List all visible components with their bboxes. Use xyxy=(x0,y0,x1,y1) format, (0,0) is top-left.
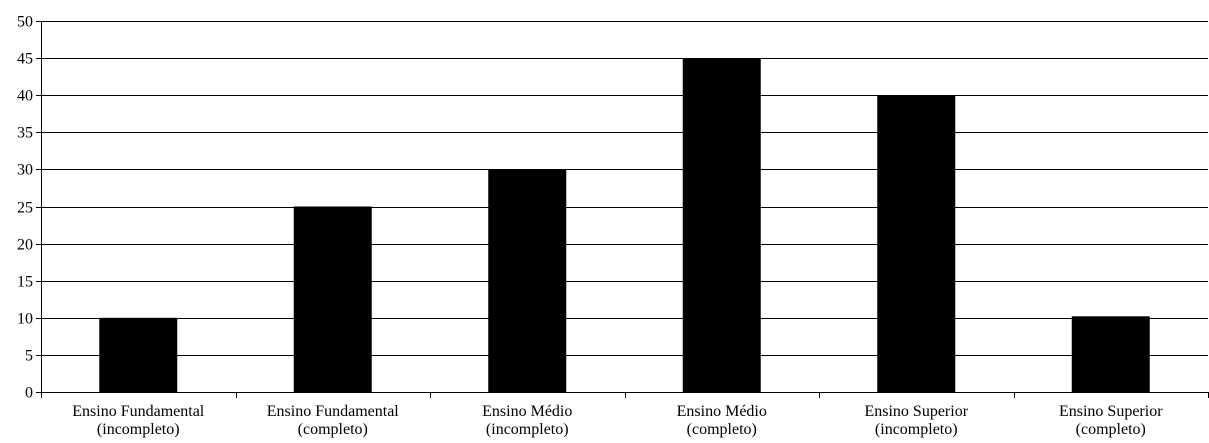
x-category-label-line: (completo) xyxy=(298,421,368,438)
y-tick-label-40: 40 xyxy=(17,88,33,105)
x-category-label-1: Ensino Fundamental (incompleto) xyxy=(72,403,205,438)
y-tick-label-0: 0 xyxy=(25,385,33,402)
bar-1 xyxy=(99,317,178,392)
bar-3 xyxy=(488,169,567,392)
x-category-label-4: Ensino Médio (completo) xyxy=(677,403,767,438)
y-tick-label-35: 35 xyxy=(17,125,33,142)
x-category-label-3: Ensino Médio (incompleto) xyxy=(482,403,572,438)
y-tick-label-25: 25 xyxy=(17,200,33,217)
x-category-label-line: Ensino Superior xyxy=(864,403,968,420)
x-category-label-line: (incompleto) xyxy=(97,421,180,438)
y-tick-label-15: 15 xyxy=(17,274,33,291)
axes xyxy=(36,21,1209,398)
x-category-label-line: Ensino Fundamental xyxy=(72,403,205,420)
x-category-label-line: (completo) xyxy=(1076,421,1146,438)
y-tick-label-5: 5 xyxy=(25,348,33,365)
x-category-label-6: Ensino Superior (completo) xyxy=(1059,403,1163,438)
y-tick-label-50: 50 xyxy=(17,14,33,31)
x-category-label-line: Ensino Médio xyxy=(482,403,572,420)
bar-4 xyxy=(682,58,761,392)
x-category-label-line: Ensino Médio xyxy=(677,403,767,420)
x-category-label-5: Ensino Superior (incompleto) xyxy=(864,403,968,438)
x-category-label-line: (incompleto) xyxy=(875,421,958,438)
x-category-label-line: Ensino Superior xyxy=(1059,403,1163,420)
x-category-label-line: Ensino Fundamental xyxy=(267,403,400,420)
y-tick-label-10: 10 xyxy=(17,311,33,328)
bar-6 xyxy=(1071,316,1150,392)
bars xyxy=(99,58,1150,392)
y-tick-label-20: 20 xyxy=(17,237,33,254)
gridlines xyxy=(41,21,1208,356)
x-category-label-line: (completo) xyxy=(687,421,757,438)
bar-5 xyxy=(877,95,956,392)
y-tick-label-45: 45 xyxy=(17,51,33,68)
x-category-label-line: (incompleto) xyxy=(486,421,569,438)
bar-2 xyxy=(293,206,372,392)
x-category-label-2: Ensino Fundamental (completo) xyxy=(267,403,400,438)
y-tick-label-30: 30 xyxy=(17,162,33,179)
